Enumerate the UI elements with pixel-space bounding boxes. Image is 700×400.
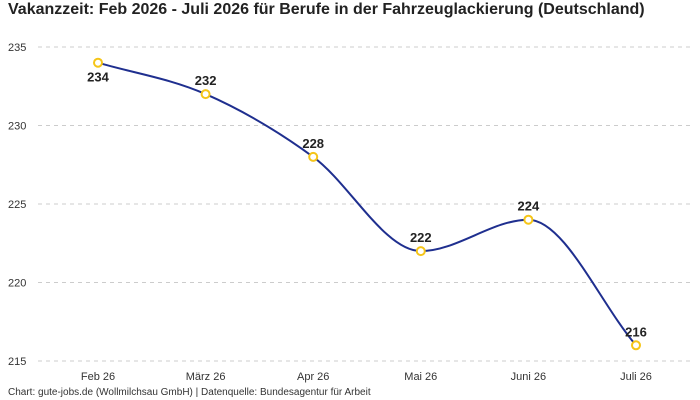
- grid-lines: [38, 46, 692, 362]
- data-point: [523, 214, 534, 225]
- y-tick-label: 215: [8, 356, 26, 368]
- x-tick-label: März 26: [186, 371, 226, 383]
- data-label: 232: [195, 73, 217, 88]
- x-tick-label: Juni 26: [511, 371, 546, 383]
- x-tick-label: Feb 26: [81, 371, 115, 383]
- y-tick-label: 225: [8, 199, 26, 211]
- data-label: 222: [410, 230, 432, 245]
- x-tick-label: Juli 26: [620, 371, 652, 383]
- chart-title: Vakanzzeit: Feb 2026 - Juli 2026 für Ber…: [8, 1, 645, 18]
- x-tick-label: Mai 26: [404, 371, 437, 383]
- data-point: [93, 57, 103, 68]
- data-label: 228: [302, 136, 324, 151]
- y-tick-label: 235: [8, 42, 26, 54]
- y-tick-label: 230: [8, 121, 26, 133]
- data-labels: 234 232 228 222 224 216: [87, 70, 647, 340]
- data-point: [308, 151, 319, 162]
- data-points: [93, 57, 641, 351]
- data-label: 224: [518, 199, 540, 214]
- data-point: [200, 89, 211, 100]
- x-axis-ticks: Feb 26 März 26 Apr 26 Mai 26 Juni 26 Juli 26: [81, 371, 652, 383]
- data-point: [415, 246, 426, 257]
- data-label: 216: [625, 324, 647, 339]
- y-axis-ticks: 215 220 225 230 235: [8, 42, 26, 368]
- source-footer: Chart: gute-jobs.de (Wollmilchsau GmbH) …: [8, 387, 371, 398]
- data-point: [631, 340, 641, 351]
- data-label: 234: [87, 70, 109, 85]
- x-tick-label: Apr 26: [297, 371, 329, 383]
- y-tick-label: 220: [8, 278, 26, 290]
